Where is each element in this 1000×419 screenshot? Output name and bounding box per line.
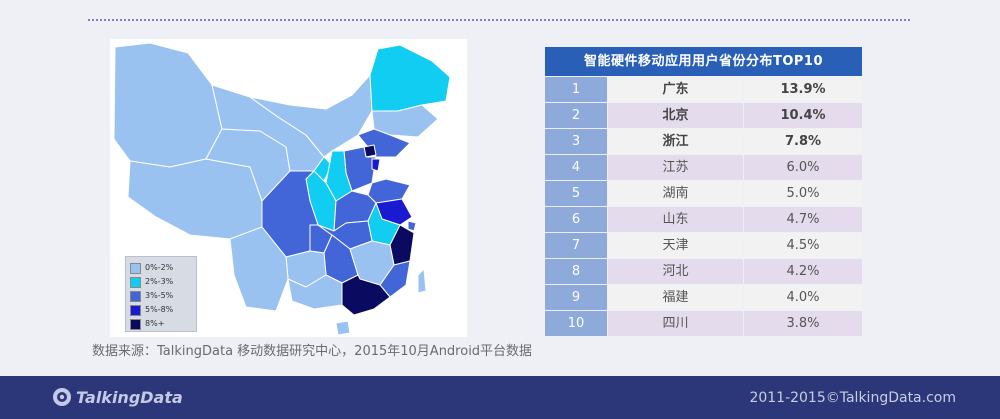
- legend-swatch: [130, 319, 141, 330]
- legend-item: 8%+: [130, 318, 194, 330]
- region-shanghai: [407, 220, 417, 232]
- rank-cell: 2: [545, 103, 607, 128]
- share-cell: 10.4%: [744, 103, 862, 128]
- rank-cell: 10: [545, 311, 607, 336]
- map-legend: 0%-2% 2%-3% 3%-5% 5%-8% 8%+: [125, 256, 197, 332]
- region-taiwan: [417, 268, 427, 294]
- rank-cell: 5: [545, 181, 607, 206]
- region-hainan: [335, 320, 351, 336]
- table-row: 5 湖南 5.0%: [545, 181, 862, 206]
- province-cell: 广东: [608, 77, 743, 102]
- table-title: 智能硬件移动应用用户省份分布TOP10: [545, 47, 862, 76]
- legend-swatch: [130, 291, 141, 302]
- region-xinjiang: [113, 42, 223, 168]
- legend-swatch: [130, 305, 141, 316]
- table-row: 6 山东 4.7%: [545, 207, 862, 232]
- province-cell: 四川: [608, 311, 743, 336]
- province-cell: 浙江: [608, 129, 743, 154]
- legend-label: 5%-8%: [145, 305, 174, 314]
- source-note: 数据来源：TalkingData 移动数据研究中心，2015年10月Androi…: [92, 344, 533, 359]
- table-body: 1 广东 13.9% 2 北京 10.4% 3 浙江 7.8% 4 江苏 6.0% 5 湖南 5.0% 6 山东…: [545, 77, 862, 336]
- legend-swatch: [130, 263, 141, 274]
- share-cell: 5.0%: [744, 181, 862, 206]
- table-row: 8 河北 4.2%: [545, 259, 862, 284]
- rank-cell: 4: [545, 155, 607, 180]
- province-cell: 江苏: [608, 155, 743, 180]
- share-cell: 4.2%: [744, 259, 862, 284]
- province-cell: 山东: [608, 207, 743, 232]
- legend-item: 3%-5%: [130, 290, 194, 302]
- region-tianjin: [371, 158, 381, 172]
- region-inner-mongolia: [249, 74, 373, 158]
- rank-cell: 1: [545, 77, 607, 102]
- share-cell: 13.9%: [744, 77, 862, 102]
- share-cell: 4.5%: [744, 233, 862, 258]
- logo-text: TalkingData: [76, 388, 183, 407]
- rank-cell: 7: [545, 233, 607, 258]
- share-cell: 6.0%: [744, 155, 862, 180]
- share-cell: 4.0%: [744, 285, 862, 310]
- legend-item: 2%-3%: [130, 276, 194, 288]
- province-cell: 湖南: [608, 181, 743, 206]
- rank-cell: 9: [545, 285, 607, 310]
- share-cell: 3.8%: [744, 311, 862, 336]
- top-dotted-divider: [88, 19, 910, 21]
- table-row: 2 北京 10.4%: [545, 103, 862, 128]
- table-row: 10 四川 3.8%: [545, 311, 862, 336]
- table-row: 9 福建 4.0%: [545, 285, 862, 310]
- rank-cell: 8: [545, 259, 607, 284]
- china-map-svg: [113, 42, 451, 336]
- table-row: 1 广东 13.9%: [545, 77, 862, 102]
- copyright-text: 2011-2015©TalkingData.com: [749, 390, 956, 406]
- region-heilongjiang: [369, 44, 451, 112]
- legend-swatch: [130, 277, 141, 288]
- province-cell: 天津: [608, 233, 743, 258]
- region-shandong: [367, 178, 411, 204]
- footer-bar: TalkingData 2011-2015©TalkingData.com: [0, 376, 1000, 419]
- legend-label: 2%-3%: [145, 277, 174, 286]
- region-yunnan: [229, 226, 289, 312]
- province-cell: 北京: [608, 103, 743, 128]
- share-cell: 4.7%: [744, 207, 862, 232]
- table-row: 4 江苏 6.0%: [545, 155, 862, 180]
- province-rank-table: 智能硬件移动应用用户省份分布TOP10 1 广东 13.9% 2 北京 10.4% 3 浙江 7…: [545, 47, 862, 336]
- region-tibet: [127, 158, 263, 240]
- legend-label: 0%-2%: [145, 263, 174, 272]
- rank-cell: 6: [545, 207, 607, 232]
- table-row: 7 天津 4.5%: [545, 233, 862, 258]
- legend-item: 5%-8%: [130, 304, 194, 316]
- rank-cell: 3: [545, 129, 607, 154]
- table-row: 3 浙江 7.8%: [545, 129, 862, 154]
- province-cell: 福建: [608, 285, 743, 310]
- logo-mark-icon: [53, 388, 71, 406]
- region-guangdong: [341, 274, 391, 316]
- legend-item: 0%-2%: [130, 262, 194, 274]
- legend-label: 3%-5%: [145, 291, 174, 300]
- province-cell: 河北: [608, 259, 743, 284]
- legend-label: 8%+: [145, 319, 165, 328]
- share-cell: 7.8%: [744, 129, 862, 154]
